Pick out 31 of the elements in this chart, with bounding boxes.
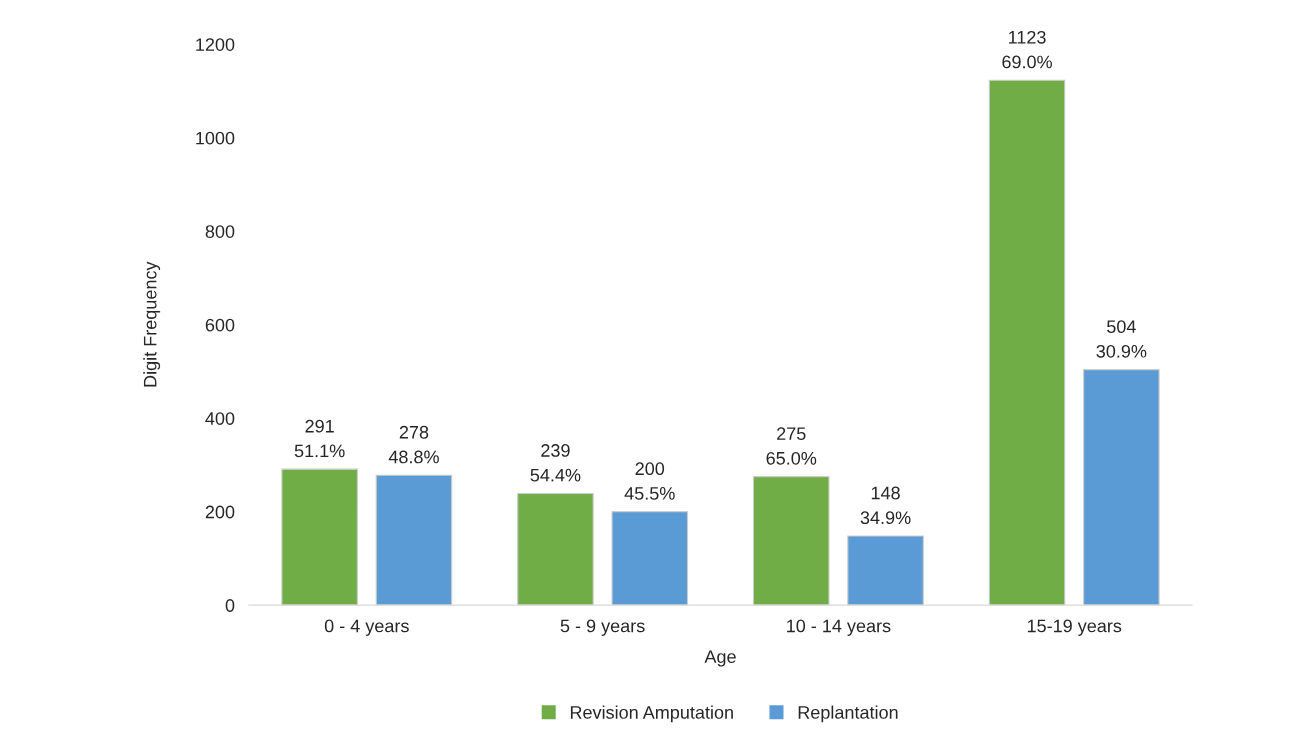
bar: [517, 492, 594, 606]
data-label: 278 48.8%: [388, 425, 439, 464]
y-tick-label: 1200: [196, 38, 235, 51]
x-tick-label: 15-19 years: [1027, 619, 1122, 636]
data-label: 148 34.9%: [860, 486, 911, 525]
bar: [847, 535, 924, 606]
bar: [281, 468, 358, 606]
y-axis-title: Digit Frequency: [143, 261, 161, 387]
y-tick-label: 0: [225, 599, 235, 612]
bar: [1083, 369, 1160, 606]
legend-label: Replantation: [798, 705, 898, 723]
bar: [752, 476, 830, 606]
x-tick-label: 10 - 14 years: [787, 619, 891, 636]
bar: [375, 474, 453, 606]
bar: [611, 511, 689, 606]
legend-label: Revision Amputation: [570, 705, 733, 723]
data-label: 239 54.4%: [530, 444, 581, 482]
data-label: 275 65.0%: [766, 427, 817, 465]
y-tick-label: 200: [205, 505, 235, 519]
x-tick-label: 0 - 4 years: [324, 619, 409, 636]
data-label: 291 51.1%: [294, 419, 345, 458]
bar: [988, 79, 1066, 606]
data-label: 504 30.9%: [1096, 320, 1147, 358]
y-tick-label: 1000: [196, 131, 235, 145]
x-axis-title: Age: [704, 650, 736, 667]
y-tick-label: 600: [205, 318, 235, 332]
x-tick-label: 5 - 9 years: [560, 619, 645, 636]
y-tick-label: 400: [205, 412, 235, 425]
data-label: 200 45.5%: [624, 462, 675, 500]
y-tick-label: 800: [205, 225, 235, 238]
data-label: 1123 69.0%: [1002, 30, 1052, 69]
